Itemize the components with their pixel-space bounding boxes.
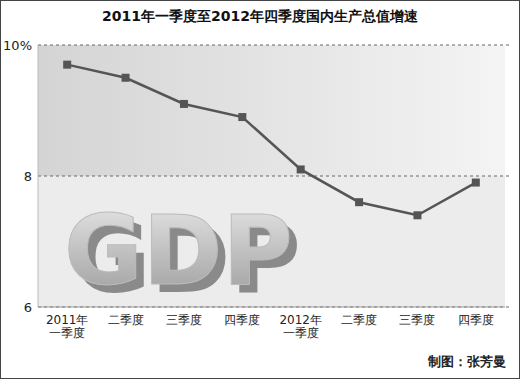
x-tick-label-line: 四季度: [224, 313, 260, 327]
marker: [180, 100, 188, 108]
x-tick-label: 二季度: [341, 313, 377, 327]
x-tick-label-line: 二季度: [108, 313, 144, 327]
x-tick-label-line: 一季度: [283, 326, 319, 340]
x-tick-label: 2011年一季度: [46, 313, 89, 340]
x-tick-label-line: 2012年: [279, 313, 322, 327]
y-tick-label: 6: [24, 300, 32, 315]
x-tick-label: 二季度: [108, 313, 144, 327]
marker: [63, 61, 71, 69]
title: 2011年一季度至2012年四季度国内生产总值增速: [102, 8, 419, 24]
x-tick-label-line: 四季度: [458, 313, 494, 327]
y-tick-label: 10%: [3, 38, 32, 53]
y-axis: [38, 45, 39, 307]
x-tick-label: 四季度: [458, 313, 494, 327]
marker: [413, 211, 421, 219]
x-tick-label: 2012年一季度: [279, 313, 322, 340]
plot: [63, 61, 480, 220]
frame: [1, 1, 520, 379]
grid-line: [38, 176, 510, 177]
marker: [355, 198, 363, 206]
x-tick-label-line: 2011年: [46, 313, 89, 327]
marker: [472, 179, 480, 187]
x-tick-label-line: 一季度: [49, 326, 85, 340]
x-tick-label: 三季度: [399, 313, 435, 327]
y-tick-label: 8: [24, 169, 32, 184]
x-axis: [38, 307, 505, 308]
x-tick-label-line: 三季度: [399, 313, 435, 327]
x-tick-label: 四季度: [224, 313, 260, 327]
x-tick-label-line: 三季度: [166, 313, 202, 327]
band: [38, 45, 505, 176]
x-tick-label-line: 二季度: [341, 313, 377, 327]
marker: [238, 113, 246, 121]
marker: [122, 74, 130, 82]
series-line: [67, 65, 476, 216]
band: [38, 176, 505, 307]
chart: 2011年一季度至2012年四季度国内生产总值增速GDPGDP6810%2011…: [0, 0, 520, 379]
credit: 制图：张芳曼: [427, 354, 506, 369]
x-tick-label: 三季度: [166, 313, 202, 327]
watermark: GDP: [64, 195, 293, 307]
marker: [297, 165, 305, 173]
grid-line: [38, 45, 510, 46]
grid-line: [38, 307, 510, 308]
